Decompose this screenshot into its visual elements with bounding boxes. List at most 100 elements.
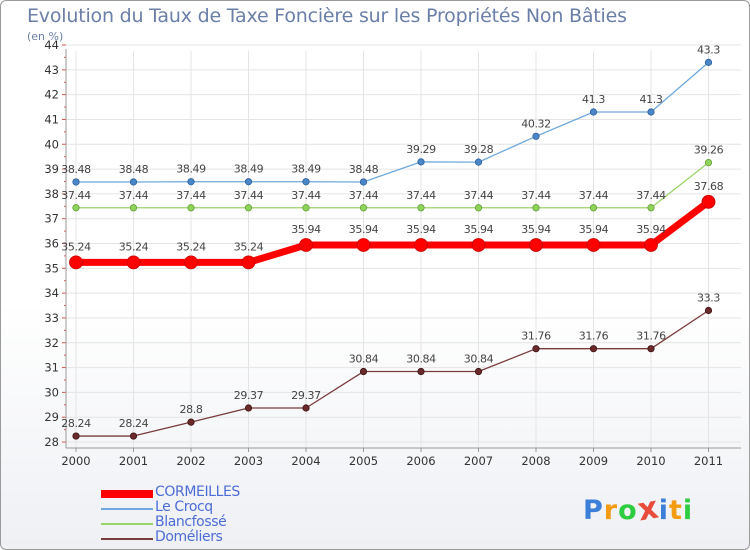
legend-label-3: Doméliers xyxy=(155,529,223,545)
data-label-3-2: 28.8 xyxy=(180,403,203,416)
chart-title: Evolution du Taux de Taxe Foncière sur l… xyxy=(27,5,627,27)
ytick-label-2: 30 xyxy=(44,385,59,399)
xtick-label-11: 2011 xyxy=(694,454,723,468)
data-label-1-6: 39.29 xyxy=(406,143,436,156)
data-label-3-7: 30.84 xyxy=(464,353,494,366)
ytick-label-10: 38 xyxy=(44,187,59,201)
data-label-1-10: 41.3 xyxy=(640,93,663,106)
axes: 28 29 30 31 32 33 34 35 36 37 38 39 40 41 42 43 44 2000 20… xyxy=(44,38,741,468)
series-0-point-3 xyxy=(241,255,256,270)
series-2-point-0 xyxy=(72,204,80,212)
data-label-0-10: 35.94 xyxy=(636,223,666,236)
logo-letter-6: i xyxy=(682,495,694,526)
data-label-3-6: 30.84 xyxy=(406,353,436,366)
series-3-point-10 xyxy=(647,345,655,353)
series-1-point-9 xyxy=(589,108,598,116)
ytick-label-1: 29 xyxy=(44,410,59,424)
data-label-2-0: 37.44 xyxy=(61,189,91,202)
xtick-label-4: 2004 xyxy=(291,454,320,468)
ytick-label-14: 42 xyxy=(44,88,59,102)
series-0-point-6 xyxy=(414,238,428,252)
data-label-3-11: 33.3 xyxy=(697,291,720,304)
series-2-point-8 xyxy=(532,204,540,212)
data-label-0-1: 35.24 xyxy=(119,240,149,253)
data-label-2-6: 37.44 xyxy=(406,189,436,202)
series-3-point-6 xyxy=(417,367,425,376)
series-1-point-0 xyxy=(72,178,80,186)
data-label-2-9: 37.44 xyxy=(579,189,609,202)
series-3-point-9 xyxy=(589,345,598,353)
ytick-label-0: 28 xyxy=(44,435,59,449)
data-label-0-5: 35.94 xyxy=(349,223,379,236)
series-0-point-2 xyxy=(184,255,198,270)
data-label-0-8: 35.94 xyxy=(521,223,551,236)
data-label-3-3: 29.37 xyxy=(234,389,264,402)
data-label-1-0: 38.48 xyxy=(61,163,91,176)
legend-label-0: CORMEILLES xyxy=(155,484,240,500)
data-label-1-8: 40.32 xyxy=(521,117,551,130)
legend-swatch-1 xyxy=(101,508,153,510)
series-group xyxy=(69,58,716,440)
data-label-1-4: 38.49 xyxy=(291,163,321,176)
data-label-2-2: 37.44 xyxy=(176,189,206,202)
data-label-2-3: 37.44 xyxy=(234,189,264,202)
logo-letter-0: P xyxy=(583,495,604,526)
logo-letter-4: i xyxy=(658,495,669,526)
xtick-label-0: 2000 xyxy=(61,454,90,468)
ytick-label-3: 31 xyxy=(44,361,59,375)
series-line-1 xyxy=(75,61,710,183)
data-label-0-11: 37.68 xyxy=(694,180,724,193)
ytick-label-13: 41 xyxy=(44,112,59,126)
series-line-2 xyxy=(75,161,710,209)
data-labels: 35.24 35.24 35.24 35.24 35.94 35.94 35.94 35.94… xyxy=(61,43,724,430)
series-3-point-3 xyxy=(244,404,253,412)
legend-swatch-2 xyxy=(101,523,153,525)
series-0-point-10 xyxy=(644,238,658,252)
data-label-3-5: 30.84 xyxy=(349,353,379,366)
series-0-point-4 xyxy=(299,238,313,252)
series-2-point-3 xyxy=(244,204,253,212)
xtick-label-5: 2005 xyxy=(349,454,378,468)
data-label-0-4: 35.94 xyxy=(291,223,321,236)
data-label-3-9: 31.76 xyxy=(579,330,609,343)
logo-letter-2: o xyxy=(618,495,638,526)
data-label-3-1: 28.24 xyxy=(119,417,149,430)
series-1-point-2 xyxy=(187,178,195,186)
data-label-1-9: 41.3 xyxy=(582,93,605,106)
series-0-point-1 xyxy=(126,255,141,270)
series-2-point-5 xyxy=(359,204,368,212)
ytick-label-5: 33 xyxy=(44,311,59,325)
series-1-point-11 xyxy=(704,58,713,66)
legend-label-1: Le Crocq xyxy=(155,499,213,515)
series-2-point-11 xyxy=(704,159,713,167)
xtick-label-7: 2007 xyxy=(464,454,493,468)
series-1-point-8 xyxy=(532,132,540,140)
series-1-point-7 xyxy=(474,158,483,166)
series-2-point-1 xyxy=(129,204,138,212)
series-3-point-8 xyxy=(532,345,540,353)
logo-letter-3: x xyxy=(634,489,662,529)
data-label-0-0: 35.24 xyxy=(61,240,91,253)
ytick-label-16: 44 xyxy=(44,38,59,52)
xtick-label-6: 2006 xyxy=(406,454,435,468)
series-3-point-0 xyxy=(72,432,80,440)
ytick-label-8: 36 xyxy=(44,237,59,251)
xtick-label-3: 2003 xyxy=(234,454,263,468)
legend-swatch-0 xyxy=(101,490,153,498)
data-label-2-8: 37.44 xyxy=(521,189,551,202)
data-label-2-1: 37.44 xyxy=(119,189,149,202)
ytick-label-11: 39 xyxy=(44,162,59,176)
data-label-2-5: 37.44 xyxy=(349,189,379,202)
data-label-1-11: 43.3 xyxy=(697,43,720,56)
data-label-2-7: 37.44 xyxy=(464,189,494,202)
series-3-point-4 xyxy=(302,404,310,412)
grid xyxy=(66,44,741,448)
series-1-point-10 xyxy=(647,108,655,116)
data-label-1-5: 38.48 xyxy=(349,163,379,176)
series-2-point-6 xyxy=(417,204,425,212)
series-3-point-2 xyxy=(187,418,195,426)
proxiti-logo: Proxiti xyxy=(583,489,694,529)
data-label-1-7: 39.28 xyxy=(464,143,494,156)
